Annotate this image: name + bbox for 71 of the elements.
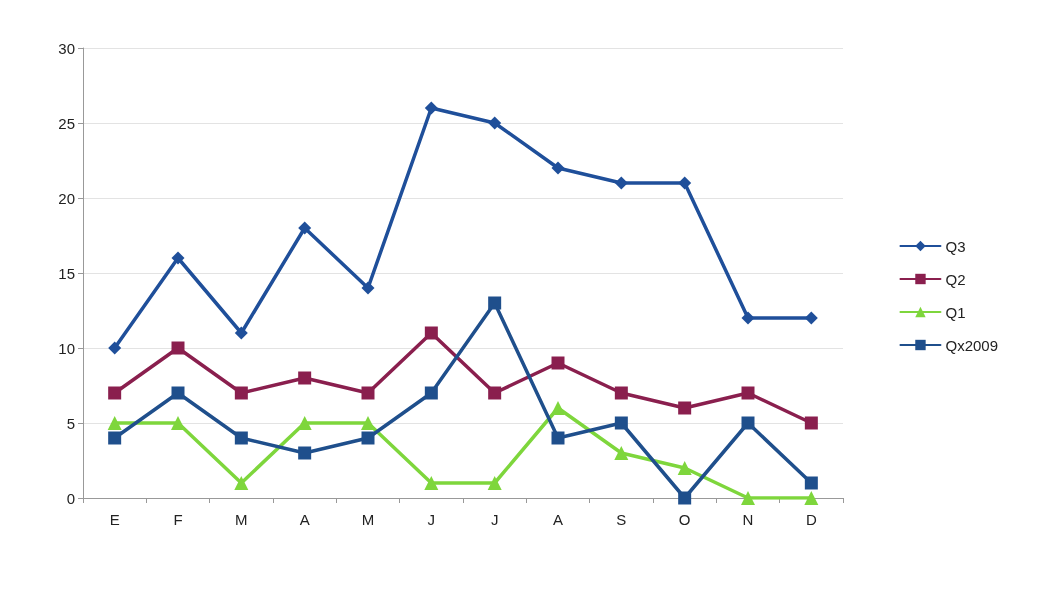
point <box>424 326 438 340</box>
y-tick-label: 10 <box>58 339 75 357</box>
point <box>488 386 502 400</box>
point <box>678 491 692 505</box>
point <box>234 386 248 400</box>
x-tick-label: O <box>678 511 691 528</box>
point <box>614 386 628 400</box>
point <box>804 416 818 430</box>
point <box>298 371 312 385</box>
point <box>487 476 502 490</box>
point <box>804 311 818 325</box>
point <box>234 326 248 340</box>
y-tick-label: 15 <box>58 264 75 282</box>
point <box>614 416 628 430</box>
point <box>551 401 565 415</box>
point <box>804 476 818 490</box>
point <box>361 431 375 445</box>
point <box>424 386 438 400</box>
point <box>424 476 439 490</box>
point <box>614 176 628 190</box>
x-tick-label: D <box>805 511 817 528</box>
point <box>171 416 185 430</box>
point <box>551 161 565 175</box>
point <box>108 386 122 400</box>
x-tick-label: J <box>427 511 436 528</box>
point <box>107 416 122 430</box>
point <box>741 491 755 505</box>
point <box>171 386 185 400</box>
point <box>678 176 692 190</box>
point <box>171 251 185 265</box>
point <box>108 431 122 445</box>
y-tick-label: 20 <box>58 189 75 207</box>
x-tick-label: E <box>109 511 120 528</box>
point <box>361 416 375 430</box>
x-tick-label: S <box>616 511 627 528</box>
point <box>361 386 375 400</box>
point <box>108 341 122 355</box>
point <box>298 446 312 460</box>
x-tick-label: J <box>490 511 499 528</box>
legend-label: Q1 <box>945 303 966 321</box>
point <box>171 341 185 355</box>
point <box>551 356 565 370</box>
x-tick-label: A <box>299 511 310 528</box>
point <box>361 281 375 295</box>
point <box>677 461 692 475</box>
point <box>678 401 692 415</box>
legend-label: Q3 <box>945 237 966 255</box>
point <box>614 446 629 460</box>
x-tick-label: M <box>361 511 375 528</box>
point <box>804 491 819 505</box>
x-tick-label: N <box>742 511 754 528</box>
point <box>298 221 312 235</box>
y-tick-label: 25 <box>58 114 75 132</box>
legend-label: Qx2009 <box>945 336 999 354</box>
point <box>741 386 755 400</box>
point <box>551 431 565 445</box>
y-tick-label: 0 <box>66 489 75 507</box>
y-tick-label: 30 <box>58 39 75 57</box>
point <box>741 416 755 430</box>
point <box>234 476 249 490</box>
x-tick-label: F <box>173 511 183 528</box>
point <box>488 296 502 310</box>
point <box>297 416 312 430</box>
x-tick-label: M <box>235 511 248 528</box>
legend-label: Q2 <box>945 270 966 288</box>
y-tick-label: 5 <box>66 414 75 432</box>
point <box>234 431 248 445</box>
point <box>488 116 502 130</box>
x-tick-label: A <box>552 511 564 528</box>
point <box>424 101 438 115</box>
point <box>741 311 755 325</box>
